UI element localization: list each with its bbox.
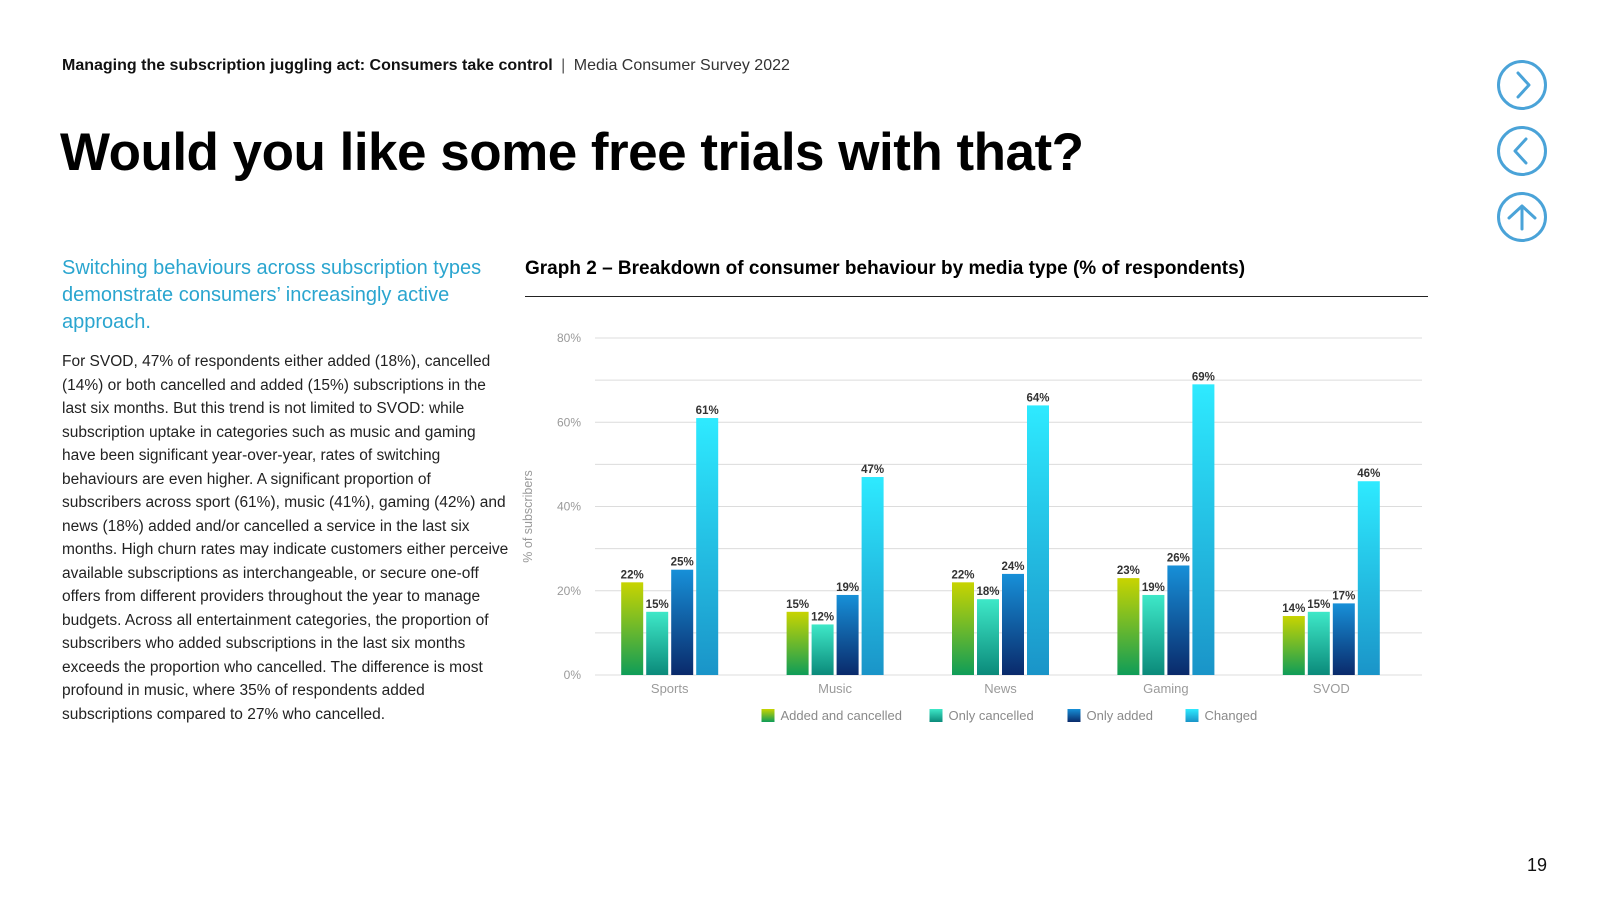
data-label: 19% <box>836 582 859 594</box>
legend-label: Changed <box>1205 708 1258 723</box>
next-page-button[interactable] <box>1496 59 1548 111</box>
intro-text: Switching behaviours across subscription… <box>62 257 482 333</box>
data-label: 46% <box>1357 468 1380 480</box>
body-text: For SVOD, 47% of respondents either adde… <box>62 353 509 723</box>
report-header: Managing the subscription juggling act: … <box>62 57 790 75</box>
bar <box>1332 603 1355 675</box>
legend-label: Only added <box>1087 708 1154 723</box>
bar <box>1167 565 1190 675</box>
data-label: 47% <box>861 464 884 476</box>
data-label: 15% <box>1307 599 1330 611</box>
bar-chart: 0% 20% 40% 60% 80% % of subscribers 22% 15% 25% 6… <box>521 331 1422 723</box>
chevron-right-icon <box>1497 60 1547 110</box>
bar <box>977 599 999 675</box>
data-label: 22% <box>951 569 974 581</box>
data-label: 12% <box>811 611 834 623</box>
y-tick-label: 0% <box>564 668 582 682</box>
x-tick-label: Music <box>818 681 852 696</box>
home-up-icon <box>1497 192 1547 242</box>
x-tick-label: Gaming <box>1143 681 1189 696</box>
bar <box>671 569 694 675</box>
data-label: 61% <box>696 405 719 417</box>
bar <box>786 611 809 675</box>
bar <box>621 582 644 675</box>
data-label: 69% <box>1192 371 1215 383</box>
data-label: 23% <box>1117 565 1140 577</box>
y-tick-label: 80% <box>557 331 581 345</box>
bar <box>1142 594 1165 675</box>
y-tick-label: 20% <box>557 584 581 598</box>
legend-swatch <box>761 709 775 722</box>
bar <box>836 594 859 675</box>
bar <box>811 624 834 675</box>
x-tick-label: SVOD <box>1313 681 1350 696</box>
legend-swatch <box>1067 709 1081 722</box>
graph-divider <box>525 296 1428 297</box>
data-label: 17% <box>1332 590 1355 602</box>
bar <box>861 477 884 675</box>
report-title: Managing the subscription juggling act: … <box>62 57 553 74</box>
report-subtitle: Media Consumer Survey 2022 <box>573 57 790 74</box>
bar <box>696 418 719 675</box>
x-tick-label: Sports <box>651 681 689 696</box>
bar <box>952 582 974 675</box>
chevron-left-icon <box>1497 126 1547 176</box>
previous-page-button[interactable] <box>1496 125 1548 177</box>
data-label: 14% <box>1282 603 1305 615</box>
data-label: 64% <box>1026 392 1049 404</box>
data-label: 19% <box>1142 582 1165 594</box>
x-tick-label: News <box>984 681 1017 696</box>
bar <box>1307 611 1330 675</box>
bar <box>1282 616 1305 675</box>
data-label: 18% <box>976 586 999 598</box>
home-button[interactable] <box>1496 191 1548 243</box>
y-tick-label: 40% <box>557 500 581 514</box>
data-label: 24% <box>1001 561 1024 573</box>
data-label: 15% <box>646 599 669 611</box>
legend-label: Only cancelled <box>949 708 1034 723</box>
page-number: 19 <box>1527 855 1548 875</box>
legend-label: Added and cancelled <box>781 708 902 723</box>
page-title: Would you like some free trials with tha… <box>60 123 1084 182</box>
bar <box>1117 578 1140 675</box>
data-label: 22% <box>621 569 644 581</box>
header-separator: | <box>561 57 566 74</box>
bar <box>1357 481 1380 675</box>
bar <box>646 611 669 675</box>
data-label: 15% <box>786 599 809 611</box>
legend-swatch <box>929 709 943 722</box>
graph-title: Graph 2 – Breakdown of consumer behaviou… <box>525 258 1246 279</box>
y-axis-label: % of subscribers <box>521 470 535 562</box>
data-label: 26% <box>1167 552 1190 564</box>
bar <box>1002 573 1024 675</box>
y-tick-label: 60% <box>557 415 581 429</box>
data-label: 25% <box>671 557 694 569</box>
legend-swatch <box>1185 709 1199 722</box>
bar <box>1192 384 1215 675</box>
bar <box>1027 405 1049 675</box>
